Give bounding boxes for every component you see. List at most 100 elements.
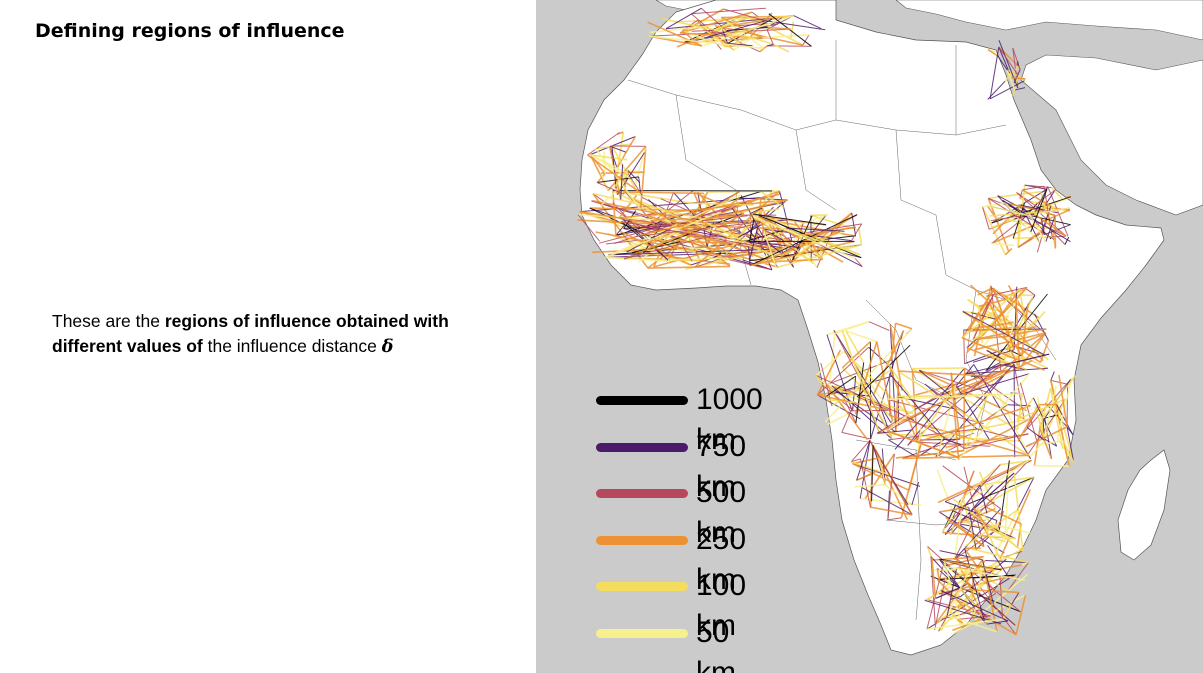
network-edge xyxy=(857,227,863,245)
network-edge xyxy=(987,204,1032,218)
network-edge xyxy=(869,440,913,516)
network-edge xyxy=(592,200,708,225)
network-edge xyxy=(974,460,1029,518)
network-edge xyxy=(878,457,886,485)
network-edge xyxy=(962,367,966,451)
network-edge xyxy=(841,401,856,433)
network-edge xyxy=(992,287,1046,334)
network-edge xyxy=(955,588,1020,594)
network-edge xyxy=(793,15,822,30)
network-edge xyxy=(760,229,764,251)
network-edge xyxy=(1015,299,1021,369)
network-edge xyxy=(1026,427,1045,441)
network-edge xyxy=(723,8,766,22)
network-edge xyxy=(998,46,1010,74)
legend-swatch xyxy=(596,396,688,405)
network-edge xyxy=(900,444,922,519)
network-edge xyxy=(706,222,778,259)
delta-symbol: δ xyxy=(381,337,394,357)
network-edge xyxy=(953,501,995,526)
network-edge xyxy=(943,559,994,570)
network-edge xyxy=(989,80,1026,100)
network-edge xyxy=(994,364,1006,370)
network-edge xyxy=(592,193,641,228)
network-edge xyxy=(1041,218,1045,235)
network-edge xyxy=(962,310,1046,356)
network-edge xyxy=(937,459,1029,504)
network-edge xyxy=(999,576,1004,620)
network-edge xyxy=(815,350,845,377)
body-text-part2: the influence distance xyxy=(202,336,382,356)
network-edge xyxy=(949,524,955,535)
network-edge xyxy=(612,189,674,224)
network-edge xyxy=(936,568,940,581)
network-edge xyxy=(577,214,600,242)
network-edge xyxy=(968,507,977,550)
network-edge xyxy=(1021,355,1049,370)
network-edge xyxy=(943,560,963,626)
network-edge xyxy=(1017,229,1043,248)
network-edge xyxy=(780,228,828,256)
network-edge xyxy=(605,211,722,259)
network-edge xyxy=(954,517,976,560)
network-edge xyxy=(645,190,694,229)
arabia-landmass xyxy=(1020,54,1203,216)
network-edge xyxy=(938,615,948,632)
network-edge xyxy=(884,484,913,506)
network-edge xyxy=(888,439,918,458)
network-edge xyxy=(1050,187,1063,200)
network-edge xyxy=(914,363,1002,410)
network-edge xyxy=(979,476,1035,486)
network-edge xyxy=(852,457,880,465)
network-edge xyxy=(1042,375,1077,419)
network-edge xyxy=(971,312,996,320)
network-edge xyxy=(607,145,647,192)
network-edge xyxy=(825,384,869,441)
network-edge xyxy=(962,470,975,499)
network-edge xyxy=(755,216,856,260)
network-edge xyxy=(862,487,913,516)
network-edge xyxy=(868,321,890,331)
network-edge xyxy=(749,207,763,215)
network-edge xyxy=(1019,189,1023,199)
network-edge xyxy=(966,346,1020,370)
network-edge xyxy=(1064,236,1070,245)
network-edge xyxy=(1007,562,1029,592)
network-edge xyxy=(627,169,641,183)
network-edge xyxy=(942,565,1026,581)
network-edge xyxy=(1034,207,1070,215)
legend-label: 250 km xyxy=(696,522,747,596)
network-edge xyxy=(1032,397,1058,447)
network-edge xyxy=(912,367,965,370)
network-edge xyxy=(649,24,715,34)
network-edge xyxy=(889,324,903,391)
network-edge xyxy=(897,370,993,377)
network-edge xyxy=(963,466,985,547)
network-edge xyxy=(760,190,785,209)
network-edge xyxy=(851,223,863,241)
legend-swatch xyxy=(596,535,688,545)
network-edge xyxy=(1026,406,1041,428)
network-edge xyxy=(635,222,752,237)
map-canvas xyxy=(577,0,1203,656)
network-edge xyxy=(665,7,702,30)
network-edge xyxy=(944,464,1001,529)
legend-label: 100 km xyxy=(696,569,747,642)
network-edge xyxy=(950,595,962,600)
network-edge xyxy=(1004,202,1036,211)
network-edge xyxy=(877,383,956,434)
network-edge xyxy=(902,454,1030,460)
network-edge xyxy=(756,38,774,46)
network-edge xyxy=(841,330,881,435)
network-edge xyxy=(790,21,795,39)
legend-label: 50 km xyxy=(696,615,736,673)
network-edge xyxy=(887,517,902,521)
network-edge xyxy=(981,206,1007,256)
network-edge xyxy=(590,154,628,161)
network-edge xyxy=(578,213,708,225)
network-edge xyxy=(647,21,703,47)
network-edge xyxy=(855,362,865,424)
network-edge xyxy=(628,196,727,252)
network-edge xyxy=(648,35,765,50)
legend-label: 1000 km xyxy=(696,383,763,456)
